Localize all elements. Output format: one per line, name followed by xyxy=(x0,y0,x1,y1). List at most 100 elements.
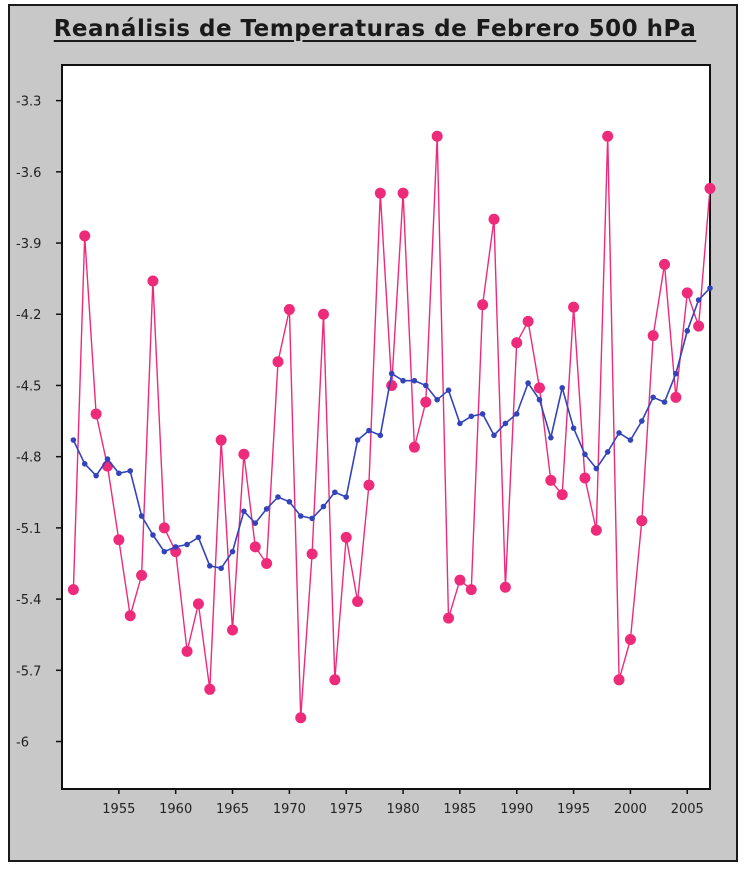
data-point-series-1 xyxy=(693,320,705,332)
data-point-series-1 xyxy=(272,356,284,368)
data-point-series-1 xyxy=(602,130,614,142)
data-point-series-2 xyxy=(218,565,224,572)
data-point-series-1 xyxy=(101,460,113,472)
data-point-series-2 xyxy=(491,432,497,439)
data-point-series-2 xyxy=(582,451,588,458)
data-point-series-2 xyxy=(332,489,338,496)
data-point-series-2 xyxy=(70,437,77,443)
data-point-series-2 xyxy=(604,449,611,455)
data-point-series-1 xyxy=(204,683,216,695)
data-point-series-1 xyxy=(408,441,420,453)
data-point-series-2 xyxy=(127,468,134,474)
data-point-series-2 xyxy=(116,470,122,477)
data-point-series-1 xyxy=(659,258,671,270)
data-point-series-1 xyxy=(215,434,227,446)
data-point-series-2 xyxy=(354,437,361,443)
data-point-series-1 xyxy=(249,541,261,553)
x-axis: 1955 1960 1965 1970 1975 1980 1985 1990 1995 2000… xyxy=(102,789,704,817)
y-tick-label: -3.6 xyxy=(16,166,41,181)
data-point-series-2 xyxy=(104,456,111,462)
data-point-series-2 xyxy=(206,563,213,569)
data-point-series-2 xyxy=(434,396,440,403)
data-point-series-1 xyxy=(568,301,580,313)
data-point-series-2 xyxy=(320,503,327,510)
data-point-series-2 xyxy=(252,520,259,526)
data-point-series-2 xyxy=(707,285,713,291)
data-point-series-1 xyxy=(181,645,193,657)
data-point-series-2 xyxy=(150,532,156,538)
y-tick-label: -5.4 xyxy=(16,593,41,608)
data-point-series-2 xyxy=(513,411,520,417)
data-point-series-1 xyxy=(90,408,102,420)
data-point-series-2 xyxy=(627,437,634,443)
data-point-series-1 xyxy=(363,479,375,491)
data-point-series-2 xyxy=(548,434,554,441)
data-point-series-1 xyxy=(147,275,159,287)
data-point-series-2 xyxy=(366,427,372,434)
x-tick-label: 1970 xyxy=(273,802,306,817)
data-point-series-2 xyxy=(468,413,475,420)
data-point-series-1 xyxy=(238,448,250,460)
data-point-series-2 xyxy=(275,494,281,500)
data-point-series-1 xyxy=(67,584,79,596)
data-point-series-1 xyxy=(670,391,682,403)
x-tick-label: 1985 xyxy=(443,802,476,817)
y-tick-label: -3.3 xyxy=(16,95,41,110)
data-point-series-1 xyxy=(317,308,329,320)
data-point-series-2 xyxy=(479,411,486,417)
data-point-series-2 xyxy=(172,544,179,550)
data-point-series-2 xyxy=(161,548,168,555)
data-point-series-1 xyxy=(636,515,648,527)
data-point-series-1 xyxy=(533,382,545,394)
y-tick-label: -3.9 xyxy=(16,237,41,252)
x-tick-label: 1965 xyxy=(216,802,249,817)
chart-title: Reanálisis de Temperaturas de Febrero 50… xyxy=(53,16,697,42)
data-point-series-1 xyxy=(522,315,534,327)
x-tick-label: 1980 xyxy=(387,802,420,817)
data-point-series-2 xyxy=(422,382,429,389)
x-tick-label: 2000 xyxy=(614,802,647,817)
data-point-series-2 xyxy=(616,430,622,436)
data-point-series-2 xyxy=(297,513,304,519)
data-point-series-2 xyxy=(241,508,247,515)
data-point-series-2 xyxy=(388,370,395,377)
y-tick-label: -4.2 xyxy=(16,308,41,323)
y-tick-label: -4.5 xyxy=(16,379,41,394)
data-point-series-2 xyxy=(343,494,350,500)
data-point-series-2 xyxy=(695,297,702,303)
data-point-series-2 xyxy=(650,394,656,401)
data-point-series-1 xyxy=(261,557,273,569)
data-point-series-1 xyxy=(488,213,500,225)
data-point-series-1 xyxy=(192,598,204,610)
data-point-series-2 xyxy=(377,432,384,439)
data-point-series-1 xyxy=(681,287,693,299)
data-point-series-2 xyxy=(411,377,418,384)
data-point-series-2 xyxy=(457,420,463,427)
data-point-series-2 xyxy=(309,515,315,522)
data-point-series-2 xyxy=(445,387,452,394)
data-point-series-1 xyxy=(613,674,625,686)
data-point-series-2 xyxy=(525,380,531,386)
data-point-series-2 xyxy=(536,396,543,403)
x-tick-label: 1955 xyxy=(102,802,135,817)
data-point-series-2 xyxy=(570,425,577,431)
y-tick-label: -4.8 xyxy=(16,451,41,466)
data-point-series-1 xyxy=(124,610,136,622)
data-point-series-1 xyxy=(227,624,239,636)
data-point-series-2 xyxy=(502,420,509,427)
data-point-series-2 xyxy=(593,465,600,472)
data-point-series-1 xyxy=(443,612,455,624)
data-point-series-1 xyxy=(306,548,318,560)
data-point-series-2 xyxy=(684,328,691,334)
data-point-series-1 xyxy=(579,472,591,484)
data-point-series-2 xyxy=(229,548,236,555)
data-point-series-2 xyxy=(286,498,293,505)
data-point-series-1 xyxy=(374,187,386,199)
data-point-series-1 xyxy=(295,712,307,724)
data-point-series-1 xyxy=(624,633,636,645)
data-point-series-1 xyxy=(647,330,659,342)
data-point-series-1 xyxy=(329,674,341,686)
y-tick-label: -5.7 xyxy=(16,664,41,679)
data-point-series-2 xyxy=(263,506,270,512)
plot-area xyxy=(61,64,711,790)
